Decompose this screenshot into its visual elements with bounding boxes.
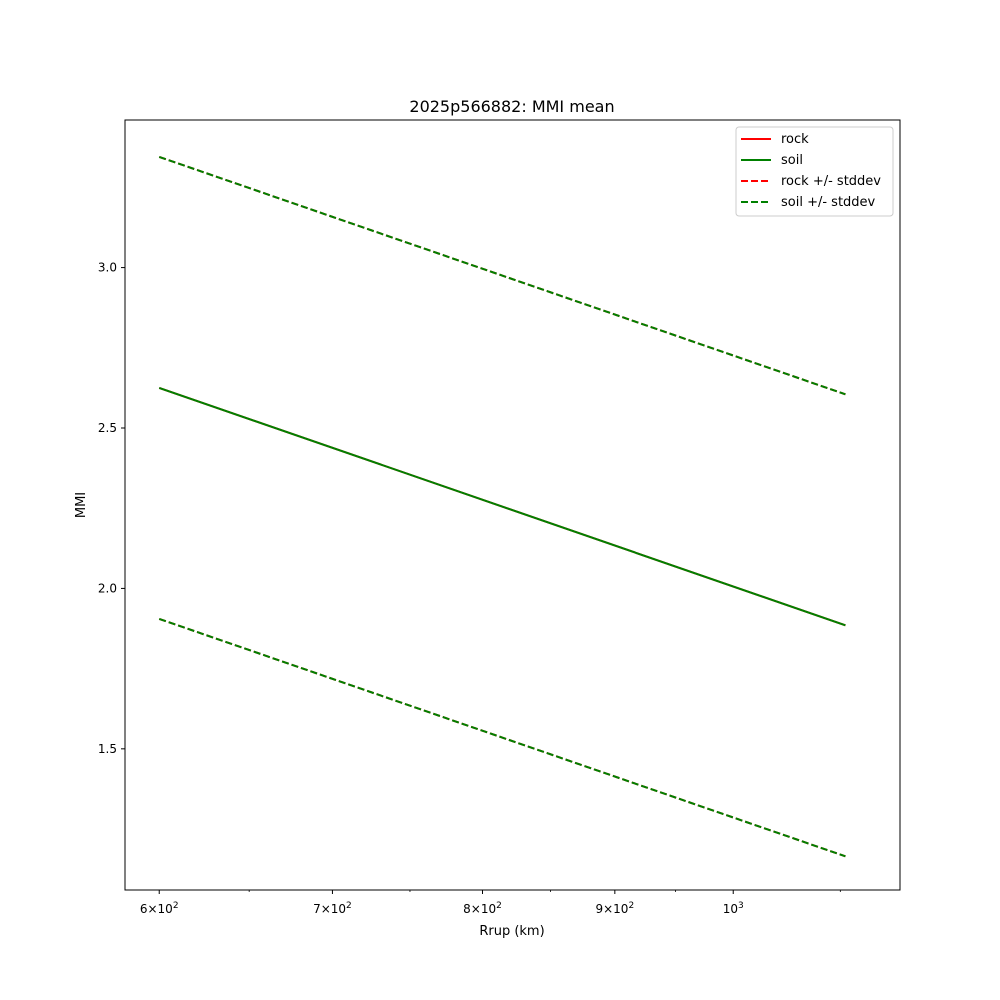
y-axis: 1.5 2.0 2.5 3.0 [98,261,125,756]
x-tick-label: 7×102 [313,901,352,916]
legend-label: rock +/- stddev [781,174,881,189]
legend-label: soil +/- stddev [781,195,876,210]
series-line-soil [158,386,846,627]
x-tick-label: 6×102 [140,901,179,916]
chart-title: 2025p566882: MMI mean [409,97,614,116]
y-tick-label: 2.5 [98,421,117,435]
plot-frame [124,119,901,891]
series-layer [158,155,846,858]
y-tick-label: 2.0 [98,581,117,595]
x-tick-label: 9×102 [595,901,634,916]
x-axis-label: Rrup (km) [479,924,544,939]
legend-box [735,126,894,217]
legend-label: rock [781,132,809,147]
x-tick-label: 8×102 [463,901,502,916]
y-axis-label: MMI [74,492,89,518]
series-line-soil-stddev [158,155,846,396]
x-axis: 6×102 7×102 8×102 9×102 103 [140,890,841,916]
legend-label: soil [781,153,803,168]
legend: rock soil rock +/- stddev soil +/- stddev [735,126,894,217]
series-line-soil-stddev-lower [158,617,846,858]
y-tick-label: 1.5 [98,742,117,756]
y-tick-label: 3.0 [98,261,117,275]
